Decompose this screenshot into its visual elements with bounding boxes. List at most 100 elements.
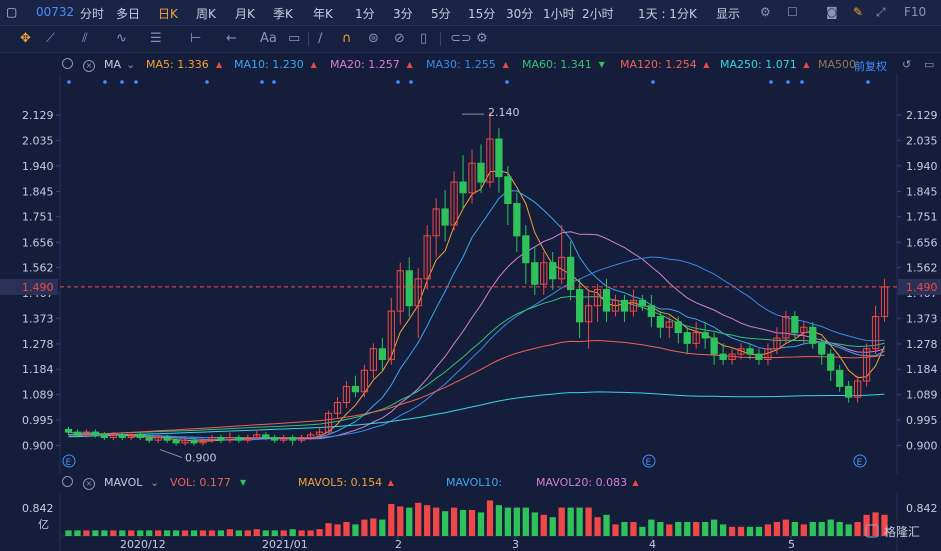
price-tick-right: 1.940 [906,160,938,173]
vol-settings-icon[interactable] [62,476,73,490]
period-tab-8[interactable]: 3分 [393,7,413,21]
period-tab-5[interactable]: 季K [273,7,293,21]
volume-bar [782,519,790,536]
candle-body [611,299,620,312]
volume-bar [719,524,727,536]
pencil-icon[interactable]: ✎ [853,5,864,19]
period-tab-6[interactable]: 年K [313,7,333,21]
candle-body [719,353,727,361]
low-price-label: 0.900 [185,452,217,465]
price-tick-right: 0.900 [906,440,938,453]
period-select[interactable]: 1天 : 1分K [638,7,697,21]
wave-icon[interactable]: ∿ [116,31,127,46]
volume-bar [65,530,72,536]
settings-icon[interactable]: ⚙ [760,5,771,19]
settings-icon[interactable]: ⚙ [476,31,488,46]
comment-icon[interactable]: ▭ [288,31,301,46]
text-icon[interactable]: Aa [260,31,277,46]
volume-bar [119,530,126,536]
move-icon[interactable]: ✥ [20,31,31,46]
period-tab-4[interactable]: 月K [235,7,255,21]
ma-value-2: MA20: 1.257 [330,58,400,71]
fullscreen-icon[interactable]: ⤢ [876,5,886,19]
volume-bar [854,522,861,536]
period-tab-1[interactable]: 多日 [116,7,141,21]
arrow-icon[interactable]: ← [226,31,237,46]
volume-bar [504,507,512,536]
ma-value-7: MA500 [818,58,857,71]
vol-close-icon[interactable]: × [83,476,95,490]
camera-icon[interactable]: ◙ [826,5,838,19]
candle-body [468,162,476,194]
candle-body [584,305,593,323]
candle-body [64,428,73,433]
hide-icon[interactable]: ⊘ [394,31,405,46]
magnet-icon[interactable]: ∩ [342,31,352,46]
candle-body [271,436,279,441]
ma-close-icon[interactable]: × [83,58,95,72]
volume-bar [818,522,825,536]
candle-body [486,138,494,183]
trash-icon[interactable]: ▯ [420,31,428,46]
panel-toggle-icon[interactable]: ▢ [6,5,18,19]
period-tab-7[interactable]: 1分 [355,7,375,21]
watermark-logo-icon [865,524,879,538]
candle-body [818,342,826,355]
period-tab-3[interactable]: 周K [196,7,216,21]
period-tab-10[interactable]: 15分 [468,7,496,21]
checkbox-icon[interactable]: ☐ [787,5,798,19]
collapse-icon[interactable]: ▭ [924,58,935,71]
adjust-toggle[interactable]: 前复权 [854,60,887,73]
date-label: 2 [395,538,402,551]
undo-icon[interactable]: ↺ [902,58,912,71]
candle-body [262,434,270,438]
ma-trend-icon: ▲ [703,60,710,69]
current-price-tag-right [898,278,941,295]
period-tab-13[interactable]: 2小时 [582,7,614,21]
volume-chart[interactable]: 0.842 0.842 亿 2020/12 2021/01 2 3 4 5 格隆汇 [0,492,941,551]
candle-body [602,289,611,312]
f10-button[interactable]: F10 [904,5,927,19]
volume-bar [128,530,135,536]
volume-bar [675,522,682,536]
channel-icon[interactable]: ⫽ [82,31,88,46]
ma-dropdown-icon[interactable]: ⌄ [126,58,136,71]
candle-body [567,256,575,291]
price-tick-right: 2.035 [906,134,938,147]
volume-bar [74,530,81,536]
volume-bar [397,506,404,536]
candlestick-chart[interactable]: 2.129 2.129 2.035 2.035 1.940 1.940 1.845 1.845… [0,74,941,474]
link-icon[interactable]: ⊂⊃ [450,31,472,46]
eye-icon[interactable]: ⊜ [368,31,379,46]
event-e-icon [62,454,76,468]
period-tab-9[interactable]: 5分 [431,7,451,21]
candle-body [782,315,790,339]
candle-body [73,431,82,436]
ma-settings-icon[interactable] [62,58,73,72]
price-tick-right: 1.089 [906,389,938,402]
candle-body [800,326,808,334]
display-menu[interactable]: 显示 [716,7,741,21]
candle-body [728,353,736,361]
volume-axis-top-right: 0.842 [906,502,938,515]
candle-body [450,181,458,226]
vol-label: MAVOL [104,476,143,489]
fib-icon[interactable]: ☰ [150,31,162,46]
stock-code[interactable]: 00732 [36,5,75,19]
period-tab-11[interactable]: 30分 [506,7,534,21]
period-tab-0[interactable]: 分时 [80,7,105,21]
ma-trend-icon: ▲ [803,60,810,69]
vol-dropdown-icon[interactable]: ⌄ [150,476,160,489]
candle-body [710,337,718,355]
candle-body [405,270,413,307]
period-tab-2[interactable]: 日K [158,7,178,21]
vol-trend-icon: ▲ [632,478,639,487]
measure-icon[interactable]: ⊢ [190,31,202,46]
line-icon[interactable]: ⟋ [46,31,56,46]
candle-body [683,332,691,344]
volume-bar [334,524,341,536]
pencil-tool-icon[interactable]: ∕ [318,31,323,46]
period-tab-12[interactable]: 1小时 [543,7,575,21]
event-e-label: E [857,458,863,468]
candle-body [387,310,395,361]
